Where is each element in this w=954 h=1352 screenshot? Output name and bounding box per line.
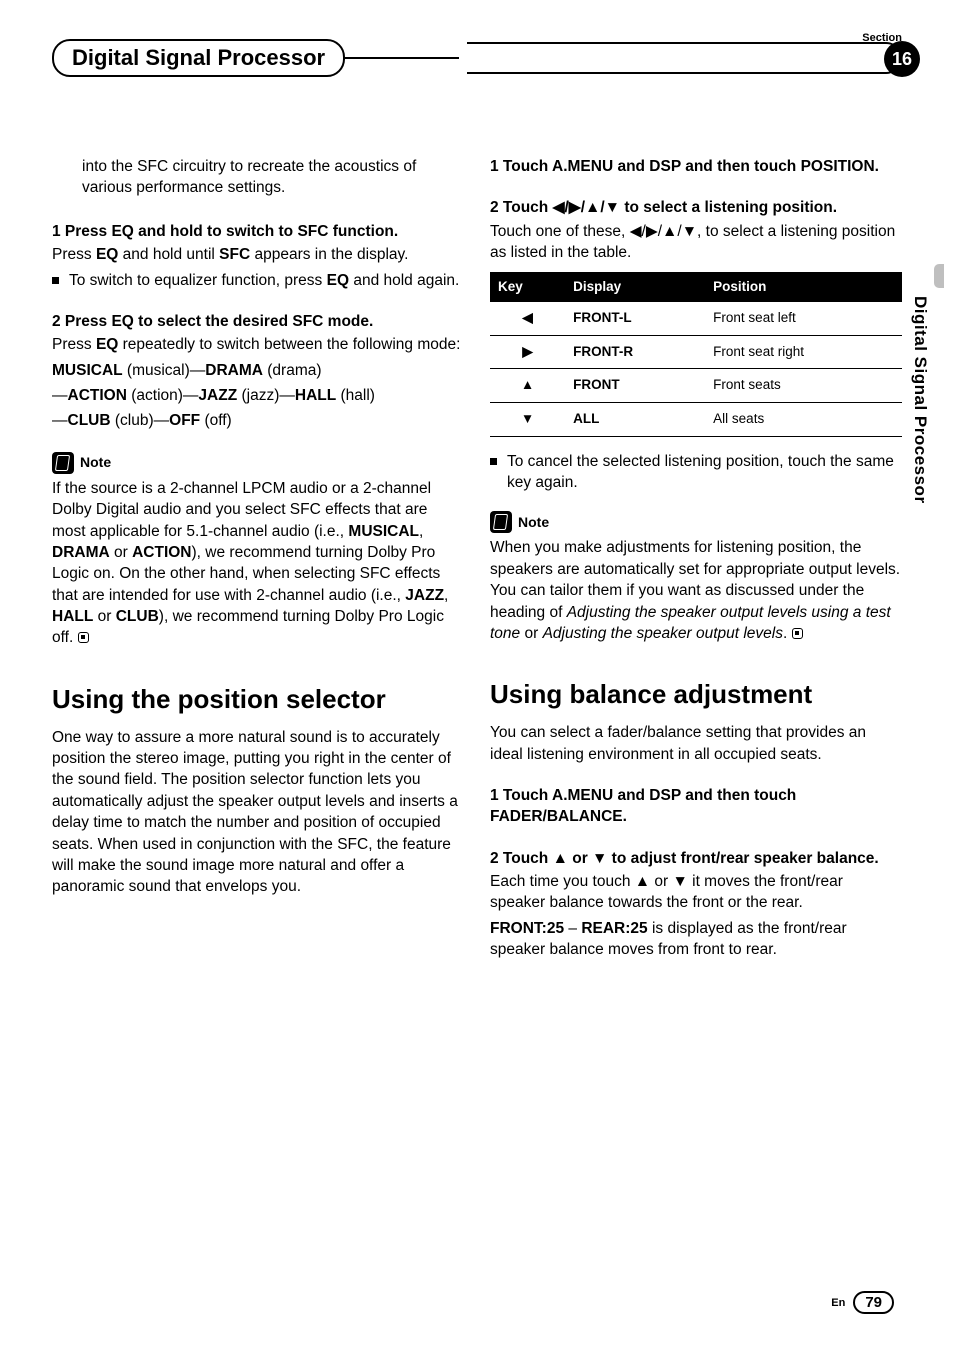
bal-step2-heading: 2 Touch ▲ or ▼ to adjust front/rear spea… bbox=[490, 848, 902, 869]
balance-intro: You can select a fader/balance setting t… bbox=[490, 722, 902, 765]
modes-line1: MUSICAL (musical)—DRAMA (drama) bbox=[52, 360, 464, 381]
chapter-title: Digital Signal Processor bbox=[52, 39, 345, 77]
footer-lang: En bbox=[831, 1297, 845, 1309]
section-number-badge: 16 bbox=[884, 41, 920, 77]
table-row: ▼ ALL All seats bbox=[490, 403, 902, 437]
footer-page-number: 79 bbox=[853, 1291, 894, 1314]
header-rule-1 bbox=[344, 57, 459, 59]
cell-display: FRONT-L bbox=[565, 302, 705, 335]
table-header-row: Key Display Position bbox=[490, 272, 902, 303]
modes-line3: —CLUB (club)—OFF (off) bbox=[52, 410, 464, 431]
table-row: ▶ FRONT-R Front seat right bbox=[490, 335, 902, 369]
note-header-right: Note bbox=[490, 511, 902, 533]
heading-position-selector: Using the position selector bbox=[52, 685, 464, 715]
note-body-right: When you make adjustments for listening … bbox=[490, 537, 902, 644]
table-row: ▲ FRONT Front seats bbox=[490, 369, 902, 403]
step1-body: Press EQ and hold until SFC appears in t… bbox=[52, 244, 464, 265]
table-row: ◀ FRONT-L Front seat left bbox=[490, 302, 902, 335]
r-step2-heading: 2 Touch ◀/▶/▲/▼ to select a listening po… bbox=[490, 197, 902, 218]
note-icon bbox=[490, 511, 512, 533]
cell-display: FRONT-R bbox=[565, 335, 705, 369]
note-label: Note bbox=[80, 453, 111, 472]
position-intro: One way to assure a more natural sound i… bbox=[52, 727, 464, 898]
cell-display: FRONT bbox=[565, 369, 705, 403]
step2-heading: 2 Press EQ to select the desired SFC mod… bbox=[52, 311, 464, 332]
cell-display: ALL bbox=[565, 403, 705, 437]
bal-step1-heading: 1 Touch A.MENU and DSP and then touch FA… bbox=[490, 785, 902, 828]
r-step2-body: Touch one of these, ◀/▶/▲/▼, to select a… bbox=[490, 221, 902, 264]
right-column: 1 Touch A.MENU and DSP and then touch PO… bbox=[490, 156, 902, 969]
end-mark-icon bbox=[792, 628, 803, 639]
cell-position: All seats bbox=[705, 403, 902, 437]
side-tab-label: Digital Signal Processor bbox=[910, 296, 930, 504]
th-display: Display bbox=[565, 272, 705, 303]
page-footer: En 79 bbox=[831, 1291, 894, 1314]
bullet-icon bbox=[490, 458, 497, 465]
th-key: Key bbox=[490, 272, 565, 303]
heading-balance: Using balance adjustment bbox=[490, 680, 902, 710]
note-label: Note bbox=[518, 513, 549, 532]
th-position: Position bbox=[705, 272, 902, 303]
left-column: into the SFC circuitry to recreate the a… bbox=[52, 156, 464, 969]
bal-range: FRONT:25 – REAR:25 is displayed as the f… bbox=[490, 918, 902, 961]
note-icon bbox=[52, 452, 74, 474]
cell-position: Front seat right bbox=[705, 335, 902, 369]
step1-heading: 1 Press EQ and hold to switch to SFC fun… bbox=[52, 221, 464, 242]
side-tab: Digital Signal Processor bbox=[910, 280, 940, 550]
r-step1-heading: 1 Touch A.MENU and DSP and then touch PO… bbox=[490, 156, 902, 177]
cell-key: ▶ bbox=[490, 335, 565, 369]
bal-step2-body: Each time you touch ▲ or ▼ it moves the … bbox=[490, 871, 902, 914]
header-rule-2: 16 bbox=[467, 42, 902, 74]
step1-bullet: To switch to equalizer function, press E… bbox=[52, 270, 464, 291]
modes-line2: —ACTION (action)—JAZZ (jazz)—HALL (hall) bbox=[52, 385, 464, 406]
cell-key: ▼ bbox=[490, 403, 565, 437]
end-mark-icon bbox=[78, 632, 89, 643]
cell-position: Front seats bbox=[705, 369, 902, 403]
position-table: Key Display Position ◀ FRONT-L Front sea… bbox=[490, 272, 902, 437]
cancel-bullet: To cancel the selected listening positio… bbox=[490, 451, 902, 494]
bullet-icon bbox=[52, 277, 59, 284]
page-header: Digital Signal Processor 16 bbox=[52, 40, 902, 76]
cell-key: ▲ bbox=[490, 369, 565, 403]
step2-body: Press EQ repeatedly to switch between th… bbox=[52, 334, 464, 355]
note-body-left: If the source is a 2-channel LPCM audio … bbox=[52, 478, 464, 649]
cell-key: ◀ bbox=[490, 302, 565, 335]
sfc-intro-continued: into the SFC circuitry to recreate the a… bbox=[52, 156, 464, 199]
cell-position: Front seat left bbox=[705, 302, 902, 335]
note-header-left: Note bbox=[52, 452, 464, 474]
side-tab-marker bbox=[934, 264, 944, 288]
